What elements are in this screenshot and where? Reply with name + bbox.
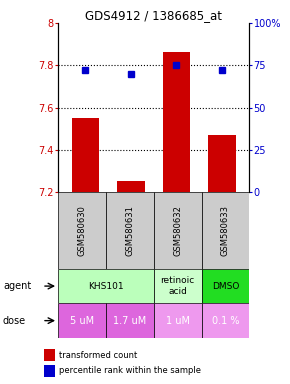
Text: 1.7 uM: 1.7 uM bbox=[113, 316, 146, 326]
Bar bbox=[106, 303, 154, 338]
Text: dose: dose bbox=[3, 316, 26, 326]
Text: 5 uM: 5 uM bbox=[70, 316, 94, 326]
Text: KHS101: KHS101 bbox=[88, 281, 124, 291]
Text: transformed count: transformed count bbox=[59, 351, 137, 359]
Bar bbox=[163, 51, 190, 192]
Text: GSM580631: GSM580631 bbox=[125, 205, 134, 256]
Bar bbox=[58, 192, 106, 269]
Bar bbox=[58, 303, 106, 338]
Bar bbox=[154, 303, 202, 338]
Bar bbox=[58, 269, 154, 303]
Bar bbox=[154, 192, 202, 269]
Text: 0.1 %: 0.1 % bbox=[212, 316, 239, 326]
Text: agent: agent bbox=[3, 281, 31, 291]
Bar bbox=[44, 365, 55, 377]
Text: percentile rank within the sample: percentile rank within the sample bbox=[59, 366, 201, 375]
Bar bbox=[154, 269, 202, 303]
Text: GSM580632: GSM580632 bbox=[173, 205, 182, 256]
Title: GDS4912 / 1386685_at: GDS4912 / 1386685_at bbox=[85, 9, 222, 22]
Bar bbox=[202, 269, 249, 303]
Bar bbox=[44, 349, 55, 361]
Bar bbox=[106, 192, 154, 269]
Text: GSM580633: GSM580633 bbox=[221, 205, 230, 256]
Text: DMSO: DMSO bbox=[212, 281, 239, 291]
Text: GSM580630: GSM580630 bbox=[77, 205, 86, 256]
Text: 1 uM: 1 uM bbox=[166, 316, 190, 326]
Bar bbox=[72, 118, 99, 192]
Bar bbox=[209, 135, 236, 192]
Text: retinoic
acid: retinoic acid bbox=[160, 276, 195, 296]
Bar bbox=[202, 303, 249, 338]
Bar bbox=[202, 192, 249, 269]
Bar bbox=[117, 182, 145, 192]
